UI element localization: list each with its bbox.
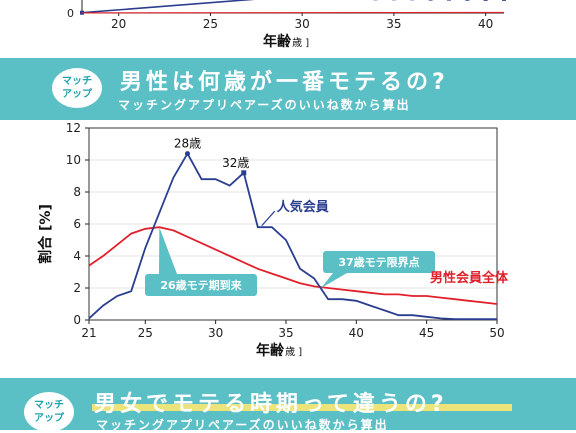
matchup-badge-2: マッチ アップ — [24, 392, 74, 432]
banner2-title: 男女でモテる時期って違うの? — [94, 386, 448, 418]
data-point-peak — [185, 151, 190, 156]
top-x-tick-label: 20 — [111, 17, 126, 31]
badge2-line-1: マッチ — [24, 399, 74, 412]
badge-line-1: マッチ — [52, 75, 102, 88]
matchup-badge: マッチ アップ — [52, 68, 102, 108]
top-series-line — [82, 0, 504, 13]
top-x-tick-label: 40 — [478, 17, 493, 31]
series-label-all: 男性会員全体 — [430, 270, 509, 286]
y-tick-label: 2 — [73, 281, 81, 295]
x-tick-label: 45 — [419, 326, 434, 340]
y-tick-label: 6 — [73, 217, 81, 231]
annotation-32: 32歳 — [222, 156, 249, 170]
top-x-tick-label: 30 — [295, 17, 310, 31]
y-axis-label: 割合 [%] — [37, 204, 54, 264]
y-tick-label: 10 — [66, 153, 81, 167]
annotation-28: 28歳 — [174, 137, 201, 151]
main-x-axis-unit: [ 歳 ] — [278, 346, 302, 358]
x-tick-label: 25 — [138, 326, 153, 340]
top-data-point — [502, 0, 506, 1]
top-data-point — [447, 0, 451, 1]
data-point-peak — [241, 170, 246, 175]
badge2-line-2: アップ — [24, 412, 74, 425]
banner-subtitle: マッチングアプリペアーズのいいね数から算出 — [118, 96, 411, 113]
series-label-popular: 人気会員 — [277, 199, 329, 215]
top-x-tick-label: 35 — [386, 17, 401, 31]
y-tick-label: 4 — [73, 249, 81, 263]
x-tick-label: 21 — [81, 326, 96, 340]
top-data-point — [429, 0, 433, 1]
top-data-point — [484, 0, 488, 1]
badge-line-2: アップ — [52, 88, 102, 101]
banner-bottom: マッチ アップ 男女でモテる時期って違うの? マッチングアプリペアーズのいいね数… — [0, 378, 576, 430]
top-y-tick-label: 0 — [67, 7, 74, 20]
banner2-subtitle: マッチングアプリペアーズのいいね数から算出 — [96, 416, 389, 433]
y-tick-label: 0 — [73, 313, 81, 327]
series-label-leader-popular — [262, 211, 275, 225]
banner-title: 男性は何歳が一番モテるの? — [120, 64, 449, 96]
annotation-37: 37歳モテ限界点 — [338, 255, 419, 269]
main-chart: 0 2 4 6 8 10 12 21 25 30 35 40 45 50 割合 [%] 28歳 32歳 26歳モテ… — [0, 120, 576, 370]
top-data-point — [465, 0, 469, 1]
top-x-axis-unit: [ 歳 ] — [285, 37, 309, 49]
y-tick-label: 8 — [73, 185, 81, 199]
y-tick-label: 12 — [66, 121, 81, 135]
x-tick-label: 40 — [349, 326, 364, 340]
callout-pointer-26 — [159, 227, 177, 274]
callout-pointer-37 — [321, 273, 347, 288]
annotation-26: 26歳モテ期到来 — [160, 278, 242, 292]
x-tick-label: 30 — [208, 326, 223, 340]
x-tick-label: 35 — [278, 326, 293, 340]
top-x-tick-label: 25 — [203, 17, 218, 31]
x-tick-label: 50 — [489, 326, 504, 340]
banner-top: マッチ アップ 男性は何歳が一番モテるの? マッチングアプリペアーズのいいね数か… — [0, 58, 576, 120]
